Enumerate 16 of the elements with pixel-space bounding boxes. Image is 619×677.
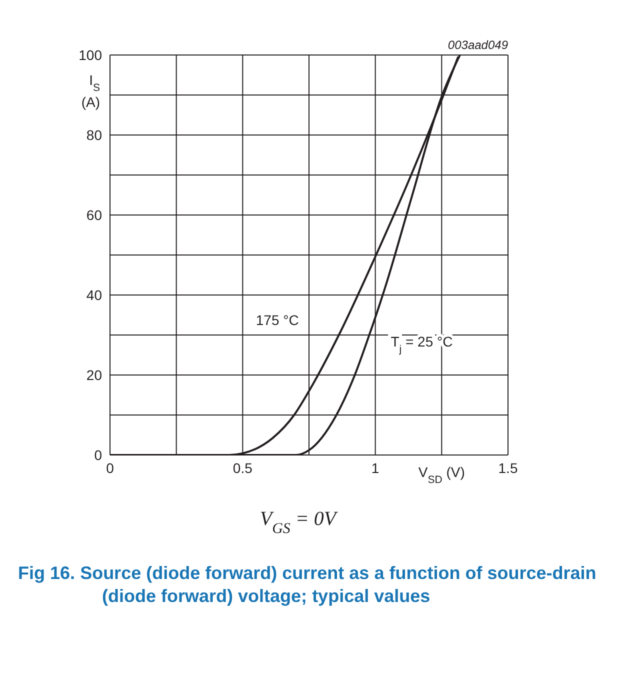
y-tick-label: 40 bbox=[86, 286, 102, 303]
x-axis-title: V$_{SD}$ (V) bbox=[418, 464, 465, 486]
y-tick-label: 60 bbox=[86, 206, 102, 223]
y-axis-title: I$_{S}$ (A) bbox=[81, 72, 100, 110]
x-tick-label: 1.5 bbox=[498, 460, 518, 476]
y-tick-label: 100 bbox=[78, 46, 102, 63]
y-tick-label: 20 bbox=[86, 366, 102, 383]
y-tick-label: 80 bbox=[86, 126, 102, 143]
text: Fig 16. Source (diode forward) current as a function of source-drain (diode forward) voltage; typical values bbox=[18, 563, 596, 606]
text: V$_{GS}$ = 0V bbox=[260, 508, 339, 537]
x-tick-label: 0 bbox=[106, 460, 114, 476]
text: 003aad049 bbox=[448, 38, 508, 52]
y-tick-label: 0 bbox=[94, 446, 102, 463]
x-tick-label: 0.5 bbox=[232, 460, 253, 476]
text: 175 °C bbox=[256, 312, 299, 328]
x-tick-label: 1 bbox=[371, 460, 380, 476]
